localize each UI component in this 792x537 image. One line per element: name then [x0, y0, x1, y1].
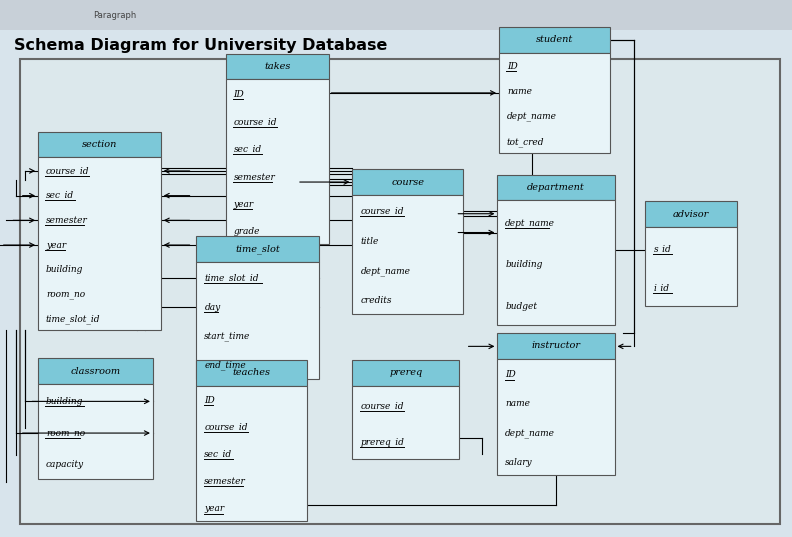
- Text: section: section: [82, 140, 117, 149]
- Text: dept_name: dept_name: [507, 112, 557, 121]
- Text: ID: ID: [204, 396, 215, 405]
- Bar: [226, 79, 329, 244]
- Text: course_id: course_id: [234, 117, 277, 127]
- Bar: [352, 169, 463, 195]
- Bar: [499, 53, 610, 153]
- Text: tot_cred: tot_cred: [507, 137, 544, 147]
- Bar: [497, 333, 615, 359]
- Text: department: department: [527, 183, 584, 192]
- Text: sec_id: sec_id: [204, 449, 233, 460]
- Bar: [645, 201, 737, 227]
- Bar: [497, 175, 615, 200]
- Bar: [38, 384, 153, 479]
- Text: instructor: instructor: [531, 342, 581, 350]
- Bar: [497, 200, 615, 325]
- Text: time_slot_id: time_slot_id: [204, 273, 259, 283]
- Text: time_slot_id: time_slot_id: [46, 314, 101, 324]
- Text: semester: semester: [46, 216, 88, 225]
- Bar: [0, 0, 792, 30]
- Text: grade: grade: [234, 228, 260, 236]
- Bar: [38, 132, 161, 157]
- Text: dept_name: dept_name: [505, 428, 555, 438]
- Bar: [196, 236, 319, 262]
- Text: credits: credits: [360, 296, 392, 305]
- Bar: [499, 27, 610, 53]
- Text: name: name: [507, 87, 532, 96]
- Text: classroom: classroom: [70, 367, 120, 375]
- Bar: [196, 386, 307, 521]
- Text: sec_id: sec_id: [46, 191, 74, 200]
- Text: end_time: end_time: [204, 361, 246, 371]
- Text: prereq: prereq: [390, 368, 422, 377]
- Bar: [20, 59, 780, 524]
- Text: title: title: [360, 237, 379, 245]
- Text: day: day: [204, 303, 221, 311]
- Text: salary: salary: [505, 458, 533, 467]
- Text: prereq_id: prereq_id: [360, 438, 404, 447]
- Text: semester: semester: [234, 172, 276, 182]
- Text: building: building: [505, 260, 543, 269]
- Text: name: name: [505, 400, 531, 408]
- Text: year: year: [204, 504, 224, 513]
- Text: year: year: [234, 200, 253, 209]
- Text: s_id: s_id: [653, 244, 671, 253]
- Text: room_no: room_no: [46, 429, 85, 438]
- Text: course: course: [391, 178, 425, 186]
- Text: course_id: course_id: [360, 401, 404, 411]
- Text: room_no: room_no: [46, 290, 85, 299]
- Bar: [38, 358, 153, 384]
- Text: building: building: [46, 265, 83, 274]
- Text: course_id: course_id: [46, 166, 89, 176]
- Text: sec_id: sec_id: [234, 144, 262, 154]
- Text: capacity: capacity: [46, 460, 84, 469]
- Text: year: year: [46, 241, 66, 250]
- Bar: [352, 360, 459, 386]
- Text: advisor: advisor: [673, 210, 709, 219]
- Bar: [352, 386, 459, 459]
- Text: ID: ID: [505, 370, 516, 379]
- Text: i_id: i_id: [653, 284, 669, 293]
- Text: dept_name: dept_name: [360, 266, 410, 276]
- Text: time_slot: time_slot: [235, 244, 280, 254]
- Text: budget: budget: [505, 302, 537, 311]
- Text: semester: semester: [204, 477, 246, 486]
- Text: building: building: [46, 397, 83, 406]
- Bar: [352, 195, 463, 314]
- Text: ID: ID: [234, 90, 245, 99]
- Bar: [645, 227, 737, 306]
- Text: dept_name: dept_name: [505, 219, 555, 228]
- Bar: [226, 54, 329, 79]
- Text: student: student: [535, 35, 573, 44]
- Text: start_time: start_time: [204, 331, 251, 341]
- Text: course_id: course_id: [360, 207, 404, 216]
- Bar: [38, 157, 161, 330]
- Bar: [196, 262, 319, 379]
- Bar: [196, 360, 307, 386]
- Text: teaches: teaches: [233, 368, 271, 377]
- Text: takes: takes: [264, 62, 291, 71]
- Text: ID: ID: [507, 62, 518, 71]
- Text: Schema Diagram for University Database: Schema Diagram for University Database: [14, 38, 387, 53]
- Bar: [497, 359, 615, 475]
- Text: Paragraph: Paragraph: [93, 11, 136, 19]
- Text: course_id: course_id: [204, 423, 248, 432]
